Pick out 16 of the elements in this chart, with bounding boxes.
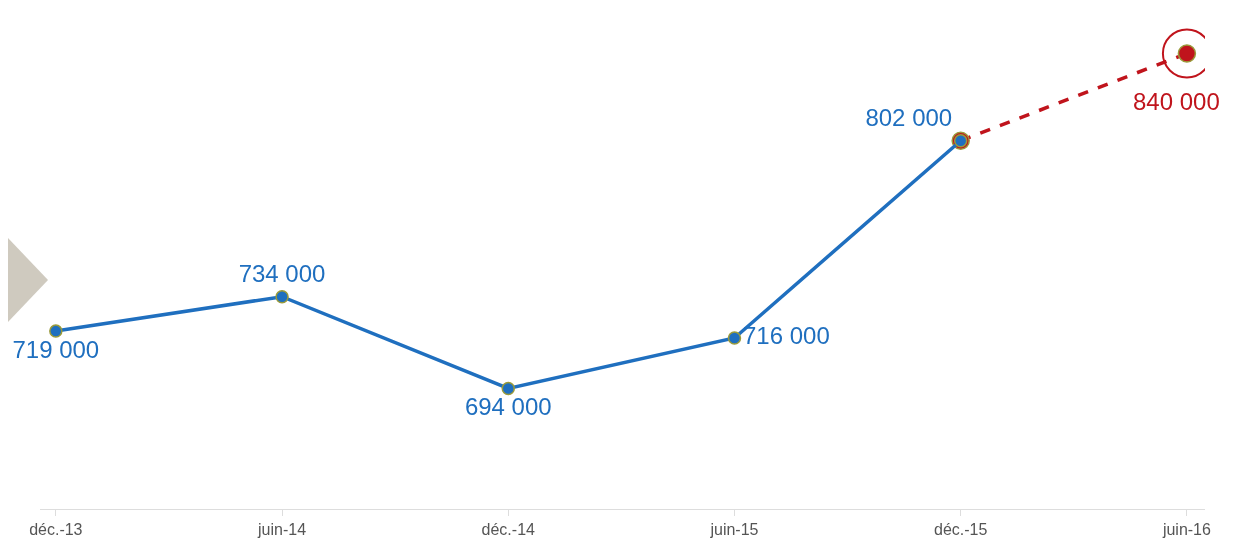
x-tick-label: juin-16 [1161, 521, 1212, 539]
x-tick-label: déc.-15 [934, 521, 988, 539]
point [727, 331, 742, 345]
point [49, 324, 63, 338]
data-label: 840 000 [1133, 88, 1220, 115]
data-label: 734 000 [238, 260, 326, 288]
x-tick-label: juin-14 [257, 521, 307, 539]
data-label: 716 000 [742, 321, 830, 349]
point [501, 381, 516, 396]
x-tick-label: déc.-13 [29, 521, 83, 539]
x-tick-label: juin-15 [709, 521, 759, 539]
data-label: 694 000 [464, 392, 552, 420]
data-label: 802 000 [865, 104, 953, 132]
point [275, 289, 289, 304]
x-tick-label: déc.-14 [481, 521, 536, 539]
data-label: 719 000 [12, 335, 100, 363]
